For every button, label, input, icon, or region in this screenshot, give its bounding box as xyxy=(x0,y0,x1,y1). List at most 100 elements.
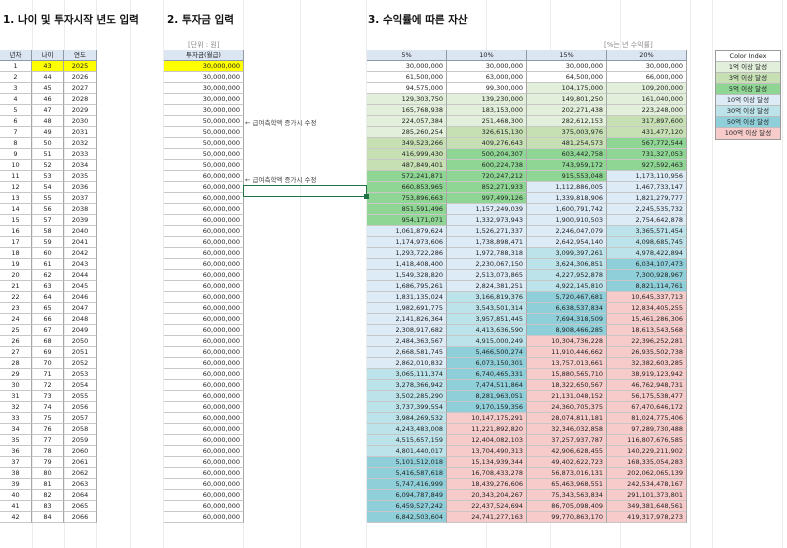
cell-asset[interactable]: 10,645,337,713 xyxy=(607,292,687,303)
cell-asset[interactable]: 224,057,384 xyxy=(367,116,447,127)
cell-investment[interactable]: 60,000,000 xyxy=(164,303,244,314)
cell-asset[interactable]: 13,704,490,313 xyxy=(447,446,527,457)
cell-asset[interactable]: 2,668,581,745 xyxy=(367,347,447,358)
cell-asset[interactable]: 743,959,172 xyxy=(527,160,607,171)
cell-asset[interactable]: 349,523,266 xyxy=(367,138,447,149)
cell-asset[interactable]: 116,807,676,585 xyxy=(607,435,687,446)
cell-asset[interactable]: 6,842,503,604 xyxy=(367,512,447,523)
cell-asset[interactable]: 852,271,933 xyxy=(447,182,527,193)
cell-investment[interactable]: 60,000,000 xyxy=(164,248,244,259)
cell-investment[interactable]: 50,000,000 xyxy=(164,127,244,138)
cell-yr[interactable]: 2044 xyxy=(64,270,97,281)
cell-age[interactable]: 66 xyxy=(32,314,64,325)
cell-age[interactable]: 73 xyxy=(32,391,64,402)
cell-year[interactable]: 3 xyxy=(0,83,32,94)
cell-age[interactable]: 65 xyxy=(32,303,64,314)
cell-investment[interactable]: 60,000,000 xyxy=(164,204,244,215)
cell-asset[interactable]: 1,467,733,147 xyxy=(607,182,687,193)
cell-asset[interactable]: 38,919,123,942 xyxy=(607,369,687,380)
cell-age[interactable]: 50 xyxy=(32,138,64,149)
cell-asset[interactable]: 32,346,032,858 xyxy=(527,424,607,435)
cell-asset[interactable]: 720,247,212 xyxy=(447,171,527,182)
cell-asset[interactable]: 97,289,730,488 xyxy=(607,424,687,435)
cell-year[interactable]: 15 xyxy=(0,215,32,226)
cell-investment[interactable]: 30,000,000 xyxy=(164,61,244,72)
cell-year[interactable]: 16 xyxy=(0,226,32,237)
cell-asset[interactable]: 317,897,600 xyxy=(607,116,687,127)
cell-asset[interactable]: 56,873,016,131 xyxy=(527,468,607,479)
cell-year[interactable]: 40 xyxy=(0,490,32,501)
cell-year[interactable]: 12 xyxy=(0,182,32,193)
cell-asset[interactable]: 42,906,628,455 xyxy=(527,446,607,457)
cell-asset[interactable]: 22,437,524,694 xyxy=(447,501,527,512)
cell-year[interactable]: 6 xyxy=(0,116,32,127)
cell-asset[interactable]: 2,141,826,364 xyxy=(367,314,447,325)
cell-year[interactable]: 42 xyxy=(0,512,32,523)
cell-asset[interactable]: 1,549,328,820 xyxy=(367,270,447,281)
cell-yr[interactable]: 2026 xyxy=(64,72,97,83)
cell-asset[interactable]: 954,171,071 xyxy=(367,215,447,226)
cell-asset[interactable]: 500,204,307 xyxy=(447,149,527,160)
cell-asset[interactable]: 2,230,067,150 xyxy=(447,259,527,270)
cell-age[interactable]: 67 xyxy=(32,325,64,336)
cell-yr[interactable]: 2049 xyxy=(64,325,97,336)
cell-investment[interactable]: 60,000,000 xyxy=(164,435,244,446)
cell-asset[interactable]: 3,365,571,454 xyxy=(607,226,687,237)
cell-asset[interactable]: 18,439,276,606 xyxy=(447,479,527,490)
cell-investment[interactable]: 60,000,000 xyxy=(164,501,244,512)
cell-asset[interactable]: 3,502,285,290 xyxy=(367,391,447,402)
cell-age[interactable]: 59 xyxy=(32,237,64,248)
cell-investment[interactable]: 60,000,000 xyxy=(164,380,244,391)
cell-asset[interactable]: 326,615,130 xyxy=(447,127,527,138)
cell-asset[interactable]: 28,074,811,181 xyxy=(527,413,607,424)
cell-asset[interactable]: 567,772,544 xyxy=(607,138,687,149)
cell-investment[interactable]: 60,000,000 xyxy=(164,171,244,182)
cell-asset[interactable]: 3,624,306,851 xyxy=(527,259,607,270)
cell-year[interactable]: 28 xyxy=(0,358,32,369)
cell-yr[interactable]: 2040 xyxy=(64,226,97,237)
cell-asset[interactable]: 8,821,114,761 xyxy=(607,281,687,292)
cell-asset[interactable]: 46,762,948,731 xyxy=(607,380,687,391)
cell-age[interactable]: 54 xyxy=(32,182,64,193)
cell-asset[interactable]: 11,910,446,662 xyxy=(527,347,607,358)
cell-age[interactable]: 84 xyxy=(32,512,64,523)
cell-year[interactable]: 23 xyxy=(0,303,32,314)
cell-asset[interactable]: 997,499,126 xyxy=(447,193,527,204)
cell-asset[interactable]: 5,416,587,618 xyxy=(367,468,447,479)
cell-asset[interactable]: 202,271,438 xyxy=(527,105,607,116)
cell-asset[interactable]: 18,613,543,568 xyxy=(607,325,687,336)
cell-year[interactable]: 2 xyxy=(0,72,32,83)
cell-age[interactable]: 64 xyxy=(32,292,64,303)
cell-investment[interactable]: 60,000,000 xyxy=(164,402,244,413)
cell-year[interactable]: 18 xyxy=(0,248,32,259)
cell-investment[interactable]: 50,000,000 xyxy=(164,116,244,127)
cell-asset[interactable]: 67,470,646,172 xyxy=(607,402,687,413)
cell-asset[interactable]: 7,474,511,864 xyxy=(447,380,527,391)
cell-investment[interactable]: 60,000,000 xyxy=(164,468,244,479)
cell-asset[interactable]: 3,737,399,554 xyxy=(367,402,447,413)
cell-investment[interactable]: 60,000,000 xyxy=(164,490,244,501)
cell-yr[interactable]: 2052 xyxy=(64,358,97,369)
cell-yr[interactable]: 2034 xyxy=(64,160,97,171)
cell-asset[interactable]: 4,227,952,878 xyxy=(527,270,607,281)
cell-age[interactable]: 53 xyxy=(32,171,64,182)
cell-asset[interactable]: 65,463,968,551 xyxy=(527,479,607,490)
cell-asset[interactable]: 64,500,000 xyxy=(527,72,607,83)
cell-year[interactable]: 4 xyxy=(0,94,32,105)
cell-asset[interactable]: 3,543,501,314 xyxy=(447,303,527,314)
cell-investment[interactable]: 60,000,000 xyxy=(164,512,244,523)
cell-asset[interactable]: 419,317,978,273 xyxy=(607,512,687,523)
cell-asset[interactable]: 1,293,722,286 xyxy=(367,248,447,259)
cell-yr[interactable]: 2046 xyxy=(64,292,97,303)
cell-asset[interactable]: 15,880,565,710 xyxy=(527,369,607,380)
cell-investment[interactable]: 60,000,000 xyxy=(164,270,244,281)
cell-age[interactable]: 58 xyxy=(32,226,64,237)
cell-investment[interactable]: 60,000,000 xyxy=(164,479,244,490)
cell-year[interactable]: 17 xyxy=(0,237,32,248)
cell-asset[interactable]: 4,243,483,008 xyxy=(367,424,447,435)
cell-investment[interactable]: 60,000,000 xyxy=(164,413,244,424)
cell-yr[interactable]: 2029 xyxy=(64,105,97,116)
cell-investment[interactable]: 60,000,000 xyxy=(164,314,244,325)
cell-asset[interactable]: 5,747,416,999 xyxy=(367,479,447,490)
cell-investment[interactable]: 60,000,000 xyxy=(164,215,244,226)
